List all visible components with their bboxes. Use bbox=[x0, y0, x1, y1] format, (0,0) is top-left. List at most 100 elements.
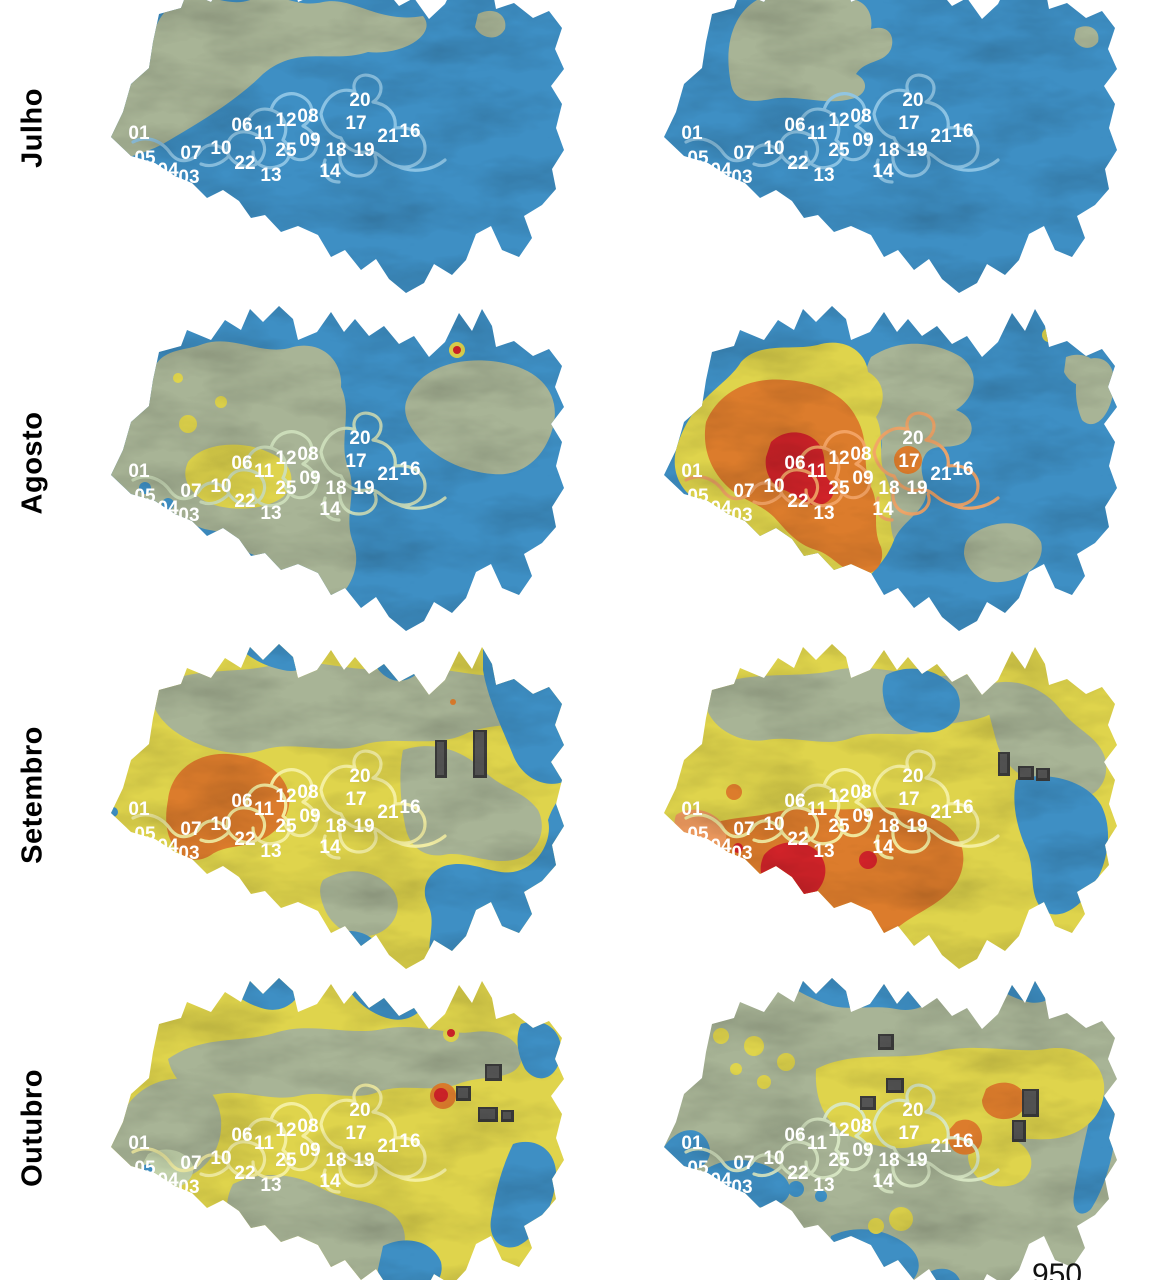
map-agosto-left: 01 05 04 03 07 10 22 13 06 11 12 08 25 09 18 19 14 17 20 21… bbox=[93, 302, 568, 632]
site-label-09: 09 bbox=[852, 468, 873, 489]
site-label-10: 10 bbox=[763, 1148, 784, 1169]
site-label-22: 22 bbox=[234, 153, 255, 174]
map-outubro-left: 01 05 04 03 07 10 22 13 06 11 12 08 25 09 18 19 14 17 20 21… bbox=[93, 974, 568, 1280]
site-label-22: 22 bbox=[787, 829, 808, 850]
site-label-13: 13 bbox=[260, 1175, 281, 1196]
site-label-05: 05 bbox=[687, 1158, 709, 1179]
site-label-17: 17 bbox=[345, 451, 366, 472]
site-label-09: 09 bbox=[299, 468, 320, 489]
site-label-03: 03 bbox=[178, 505, 199, 526]
site-label-17: 17 bbox=[345, 789, 366, 810]
map-agosto-right: 01 05 04 03 07 10 22 13 06 11 12 08 25 09 18 19 14 17 20 21… bbox=[646, 302, 1121, 632]
site-label-09: 09 bbox=[299, 1140, 320, 1161]
site-label-19: 19 bbox=[353, 1150, 374, 1171]
site-label-22: 22 bbox=[787, 153, 808, 174]
site-label-21: 21 bbox=[930, 1136, 952, 1157]
site-label-22: 22 bbox=[787, 1163, 808, 1184]
site-label-14: 14 bbox=[872, 837, 894, 858]
map-setembro-left: 01 05 04 03 07 10 22 13 06 11 12 08 25 09 18 19 14 17 20 21… bbox=[93, 640, 568, 970]
hillshade-texture bbox=[111, 978, 564, 1280]
site-label-19: 19 bbox=[906, 478, 927, 499]
site-label-11: 11 bbox=[807, 461, 828, 482]
site-label-18: 18 bbox=[325, 478, 346, 499]
site-label-06: 06 bbox=[784, 115, 805, 136]
site-label-13: 13 bbox=[813, 1175, 834, 1196]
site-label-01: 01 bbox=[681, 123, 703, 144]
site-label-17: 17 bbox=[898, 451, 919, 472]
site-label-10: 10 bbox=[763, 138, 784, 159]
site-label-18: 18 bbox=[325, 816, 346, 837]
site-label-20: 20 bbox=[349, 1100, 370, 1121]
site-label-19: 19 bbox=[353, 816, 374, 837]
site-label-07: 07 bbox=[733, 143, 754, 164]
site-label-20: 20 bbox=[349, 766, 370, 787]
site-label-05: 05 bbox=[687, 486, 709, 507]
site-label-04: 04 bbox=[710, 498, 732, 519]
site-label-16: 16 bbox=[399, 1131, 420, 1152]
site-label-18: 18 bbox=[325, 140, 346, 161]
site-label-04: 04 bbox=[710, 836, 732, 857]
site-label-14: 14 bbox=[319, 161, 341, 182]
site-label-06: 06 bbox=[231, 115, 252, 136]
site-label-19: 19 bbox=[906, 1150, 927, 1171]
month-label-julho: Julho bbox=[16, 88, 49, 168]
site-label-08: 08 bbox=[850, 1116, 871, 1137]
site-label-09: 09 bbox=[852, 1140, 873, 1161]
site-label-14: 14 bbox=[872, 1171, 894, 1192]
site-label-16: 16 bbox=[952, 459, 973, 480]
site-label-25: 25 bbox=[275, 1150, 297, 1171]
site-label-13: 13 bbox=[260, 165, 281, 186]
map-julho-right: 01 05 04 03 07 10 22 13 06 11 12 08 25 09 18 19 14 17 20 21… bbox=[646, 0, 1121, 294]
site-label-14: 14 bbox=[319, 499, 341, 520]
site-label-14: 14 bbox=[872, 499, 894, 520]
site-label-11: 11 bbox=[807, 123, 828, 144]
month-label-outubro: Outubro bbox=[16, 1069, 49, 1187]
site-label-12: 12 bbox=[275, 1120, 296, 1141]
site-label-18: 18 bbox=[878, 140, 899, 161]
site-label-21: 21 bbox=[930, 464, 952, 485]
site-label-07: 07 bbox=[733, 1153, 754, 1174]
hillshade-texture bbox=[664, 306, 1117, 631]
site-label-16: 16 bbox=[952, 797, 973, 818]
site-label-22: 22 bbox=[234, 491, 255, 512]
site-label-09: 09 bbox=[852, 806, 873, 827]
site-label-07: 07 bbox=[180, 481, 201, 502]
site-label-10: 10 bbox=[210, 814, 231, 835]
site-label-01: 01 bbox=[128, 1133, 150, 1154]
site-label-17: 17 bbox=[345, 1123, 366, 1144]
site-label-08: 08 bbox=[297, 106, 318, 127]
site-label-17: 17 bbox=[345, 113, 366, 134]
site-label-21: 21 bbox=[377, 1136, 399, 1157]
hillshade-texture bbox=[664, 978, 1117, 1280]
map-julho-left: 01 05 04 03 07 10 22 13 06 11 12 08 25 09 18 19 14 17 20 21… bbox=[93, 0, 568, 294]
site-label-16: 16 bbox=[952, 1131, 973, 1152]
site-label-18: 18 bbox=[325, 1150, 346, 1171]
site-label-25: 25 bbox=[275, 816, 297, 837]
site-label-10: 10 bbox=[763, 476, 784, 497]
hillshade-texture bbox=[111, 306, 564, 631]
site-label-04: 04 bbox=[710, 1170, 732, 1191]
site-label-22: 22 bbox=[234, 1163, 255, 1184]
site-label-19: 19 bbox=[353, 140, 374, 161]
site-label-25: 25 bbox=[275, 478, 297, 499]
site-label-04: 04 bbox=[157, 836, 179, 857]
site-label-11: 11 bbox=[807, 799, 828, 820]
hillshade-texture bbox=[111, 644, 564, 969]
site-label-16: 16 bbox=[399, 459, 420, 480]
site-label-08: 08 bbox=[850, 444, 871, 465]
site-label-01: 01 bbox=[681, 799, 703, 820]
site-label-25: 25 bbox=[828, 140, 850, 161]
site-label-06: 06 bbox=[784, 453, 805, 474]
site-label-25: 25 bbox=[828, 478, 850, 499]
site-label-21: 21 bbox=[377, 126, 399, 147]
site-label-20: 20 bbox=[902, 90, 923, 111]
site-label-08: 08 bbox=[297, 444, 318, 465]
site-label-10: 10 bbox=[210, 138, 231, 159]
site-label-19: 19 bbox=[906, 140, 927, 161]
site-label-03: 03 bbox=[731, 1177, 752, 1198]
site-label-12: 12 bbox=[275, 110, 296, 131]
